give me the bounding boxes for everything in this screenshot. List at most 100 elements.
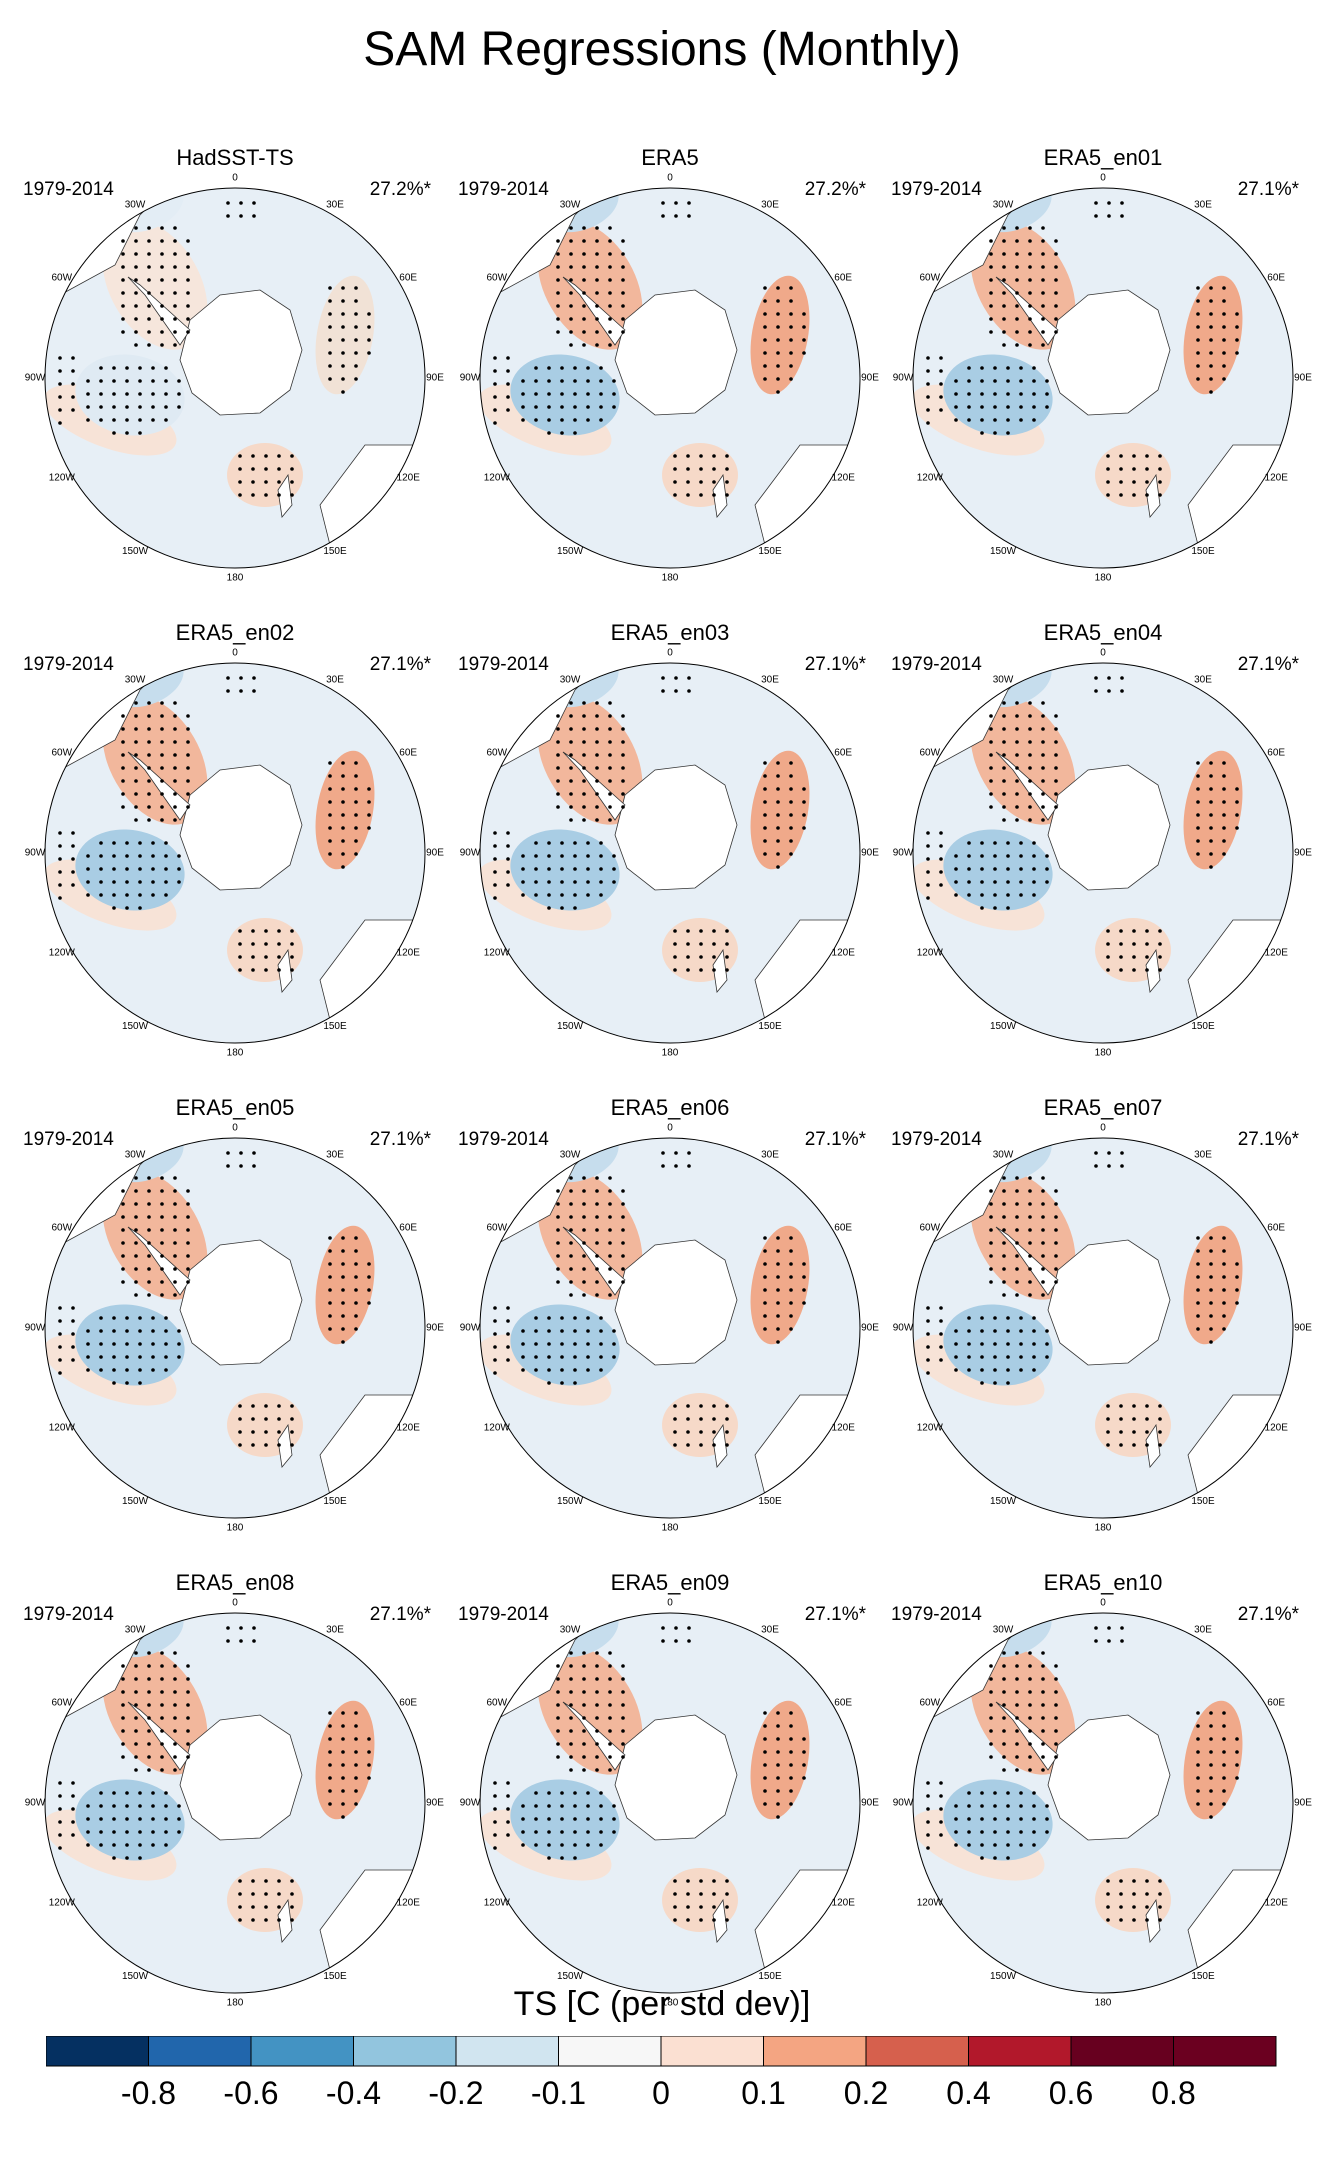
significance-stipple — [1041, 1280, 1045, 1284]
significance-stipple — [134, 304, 138, 308]
significance-stipple — [147, 317, 151, 321]
significance-stipple — [147, 252, 151, 256]
significance-stipple — [1196, 364, 1200, 368]
significance-stipple — [802, 1737, 806, 1741]
significance-stipple — [125, 906, 129, 910]
significance-stipple — [1019, 880, 1023, 884]
significance-stipple — [926, 421, 930, 425]
significance-stipple — [1015, 753, 1019, 757]
significance-stipple — [573, 392, 577, 396]
significance-stipple — [621, 1742, 625, 1746]
significance-stipple — [993, 431, 997, 435]
significance-stipple — [763, 1236, 767, 1240]
significance-stipple — [573, 1381, 577, 1385]
significance-stipple — [177, 1342, 181, 1346]
significance-stipple — [147, 1742, 151, 1746]
significance-stipple — [1107, 1164, 1111, 1168]
significance-stipple — [802, 325, 806, 329]
significance-stipple — [160, 226, 164, 230]
significance-stipple — [186, 1228, 190, 1232]
significance-stipple — [1222, 1763, 1226, 1767]
significance-stipple — [1107, 201, 1111, 205]
significance-stipple — [599, 1355, 603, 1359]
significance-stipple — [560, 867, 564, 871]
panel-years: 1979-2014 — [23, 1129, 114, 1150]
significance-stipple — [993, 1381, 997, 1385]
significance-stipple — [725, 1430, 729, 1434]
significance-stipple — [1015, 265, 1019, 269]
significance-stipple — [1032, 1342, 1036, 1346]
significance-stipple — [980, 867, 984, 871]
significance-stipple — [1028, 753, 1032, 757]
significance-stipple — [1032, 854, 1036, 858]
map-boundary — [44, 187, 426, 569]
significance-stipple — [776, 325, 780, 329]
significance-stipple — [1032, 841, 1036, 845]
significance-stipple — [993, 1368, 997, 1372]
significance-stipple — [354, 800, 358, 804]
significance-stipple — [521, 405, 525, 409]
significance-stipple — [699, 454, 703, 458]
panel-variance: 27.1%* — [1237, 179, 1299, 200]
significance-stipple — [173, 1254, 177, 1258]
significance-stipple — [186, 1755, 190, 1759]
significance-stipple — [560, 366, 564, 370]
significance-stipple — [147, 278, 151, 282]
significance-stipple — [534, 1817, 538, 1821]
significance-stipple — [367, 325, 371, 329]
significance-stipple — [1054, 1742, 1058, 1746]
significance-stipple — [1196, 312, 1200, 316]
significance-stipple — [1028, 1651, 1032, 1655]
significance-stipple — [264, 942, 268, 946]
significance-stipple — [699, 1430, 703, 1434]
significance-stipple — [534, 867, 538, 871]
significance-stipple — [134, 265, 138, 269]
significance-stipple — [134, 1768, 138, 1772]
significance-stipple — [277, 1430, 281, 1434]
significance-stipple — [1094, 1639, 1098, 1643]
significance-stipple — [1045, 867, 1049, 871]
significance-stipple — [993, 854, 997, 858]
significance-stipple — [328, 1249, 332, 1253]
significance-stipple — [264, 1905, 268, 1909]
significance-stipple — [186, 252, 190, 256]
panel-years: 1979-2014 — [891, 1604, 982, 1625]
significance-stipple — [599, 1342, 603, 1346]
significance-stipple — [290, 480, 294, 484]
significance-stipple — [354, 1711, 358, 1715]
significance-stipple — [277, 1879, 281, 1883]
significance-stipple — [1015, 740, 1019, 744]
significance-stipple — [608, 304, 612, 308]
significance-stipple — [1015, 1716, 1019, 1720]
significance-stipple — [493, 408, 497, 412]
panel-variance: 27.1%* — [369, 1604, 431, 1625]
significance-stipple — [86, 1355, 90, 1359]
significance-stipple — [1209, 286, 1213, 290]
significance-stipple — [354, 787, 358, 791]
significance-stipple — [1006, 1368, 1010, 1372]
significance-stipple — [58, 883, 62, 887]
significance-stipple — [608, 1664, 612, 1668]
significance-stipple — [160, 779, 164, 783]
panel-years: 1979-2014 — [458, 1129, 549, 1150]
significance-stipple — [160, 805, 164, 809]
significance-stipple — [582, 805, 586, 809]
significance-stipple — [802, 1288, 806, 1292]
significance-stipple — [1006, 1381, 1010, 1385]
panel-title: HadSST-TS — [176, 145, 294, 170]
significance-stipple — [112, 1843, 116, 1847]
significance-stipple — [556, 1280, 560, 1284]
significance-stipple — [954, 880, 958, 884]
significance-stipple — [121, 252, 125, 256]
significance-stipple — [164, 392, 168, 396]
significance-stipple — [1041, 1176, 1045, 1180]
longitude-label: 0 — [232, 1598, 238, 1609]
significance-stipple — [573, 1843, 577, 1847]
significance-stipple — [147, 1215, 151, 1219]
map-boundary — [44, 1612, 426, 1994]
significance-stipple — [58, 408, 62, 412]
significance-stipple — [147, 792, 151, 796]
significance-stipple — [612, 1817, 616, 1821]
significance-stipple — [763, 299, 767, 303]
longitude-label: 90E — [861, 1323, 879, 1334]
